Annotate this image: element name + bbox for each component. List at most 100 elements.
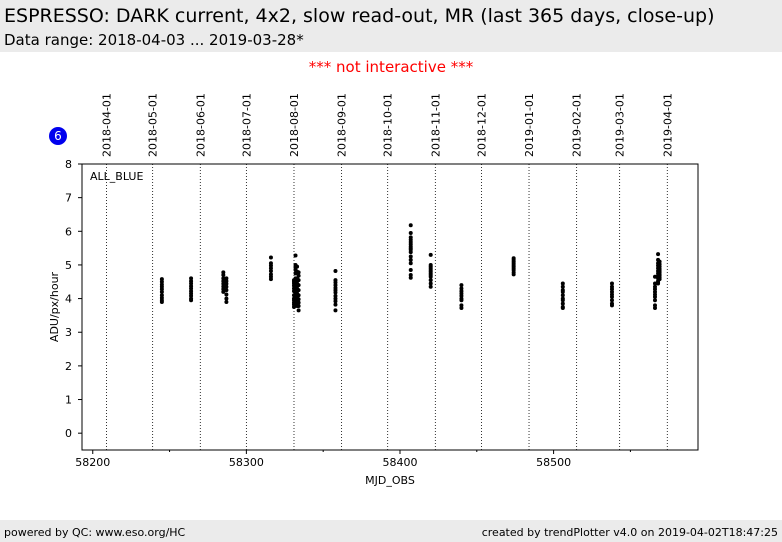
x-tick-label: 58200: [75, 456, 110, 469]
data-point: [296, 283, 301, 288]
data-point: [333, 302, 338, 307]
data-point: [224, 296, 229, 301]
data-point: [296, 293, 301, 298]
x-axis: 58200 58300 58400 58500: [75, 450, 631, 469]
y-axis-label: ADU/px/hour: [48, 271, 61, 342]
data-point: [560, 306, 565, 311]
data-point: [333, 299, 338, 304]
data-point: [224, 292, 229, 297]
date-label: 2019-04-01: [661, 93, 674, 157]
data-point: [296, 303, 301, 308]
date-label: 2018-08-01: [288, 93, 301, 157]
data-point: [657, 277, 662, 282]
data-point: [459, 306, 464, 311]
data-point: [296, 273, 301, 278]
data-point: [333, 290, 338, 295]
y-tick-label: 6: [65, 225, 72, 238]
date-label: 2018-05-01: [147, 93, 160, 157]
date-label: 2018-07-01: [240, 93, 253, 157]
x-tick-label: 58300: [229, 456, 264, 469]
data-point: [224, 299, 229, 304]
y-tick-label: 0: [65, 427, 72, 440]
data-point: [224, 284, 229, 289]
y-tick-label: 3: [65, 326, 72, 339]
data-point: [609, 298, 614, 303]
data-point: [268, 255, 273, 260]
data-point: [428, 252, 433, 257]
data-point: [333, 308, 338, 313]
data-point: [221, 289, 226, 294]
data-point: [560, 301, 565, 306]
data-point: [333, 268, 338, 273]
scatter-chart: 2018-04-01 2018-05-01 2018-06-01 2018-07-01…: [48, 93, 699, 487]
data-point: [408, 254, 413, 259]
not-interactive-notice: *** not interactive ***: [308, 58, 474, 76]
date-label: 2018-04-01: [101, 93, 114, 157]
data-point: [560, 281, 565, 286]
y-tick-label: 7: [65, 192, 72, 205]
count-badge: 6: [49, 127, 67, 145]
plot-frame: [81, 163, 699, 451]
data-point: [511, 272, 516, 277]
data-point: [428, 284, 433, 289]
data-point: [159, 299, 164, 304]
data-range-subtitle: Data range: 2018-04-03 ... 2019-03-28*: [4, 31, 304, 49]
created-by-text: created by trendPlotter v4.0 on 2019-04-…: [481, 526, 778, 539]
date-label: 2018-12-01: [475, 93, 488, 157]
channel-annotation: ALL_BLUE: [90, 170, 143, 183]
date-label: 2019-03-01: [614, 93, 627, 157]
data-points: [159, 223, 662, 313]
data-point: [560, 293, 565, 298]
powered-by-text: powered by QC: www.eso.org/HC: [4, 526, 186, 539]
data-point: [268, 268, 273, 273]
count-badge-circle: [49, 127, 67, 145]
y-tick-label: 1: [65, 394, 72, 407]
y-tick-label: 2: [65, 360, 72, 373]
data-point: [459, 283, 464, 288]
data-point: [295, 264, 300, 269]
data-point: [408, 273, 413, 278]
page-title: ESPRESSO: DARK current, 4x2, slow read-o…: [4, 5, 715, 27]
data-point: [408, 250, 413, 255]
data-point: [408, 267, 413, 272]
y-tick-label: 5: [65, 259, 72, 272]
x-tick-label: 58400: [382, 456, 417, 469]
data-point: [296, 300, 301, 305]
data-point: [560, 289, 565, 294]
data-point: [293, 253, 298, 258]
data-point: [428, 278, 433, 283]
data-point: [159, 289, 164, 294]
data-point: [296, 308, 301, 313]
date-label: 2019-01-01: [523, 93, 536, 157]
data-point: [459, 298, 464, 303]
data-point: [652, 306, 657, 311]
data-point: [268, 277, 273, 282]
date-label: 2018-09-01: [336, 93, 349, 157]
data-point: [609, 281, 614, 286]
y-tick-label: 4: [65, 293, 72, 306]
data-point: [652, 298, 657, 303]
footer-band: powered by QC: www.eso.org/HC created by…: [0, 520, 782, 542]
data-point: [296, 297, 301, 302]
month-date-labels: 2018-04-01 2018-05-01 2018-06-01 2018-07-01…: [101, 93, 675, 157]
x-tick-label: 58500: [536, 456, 571, 469]
data-point: [560, 298, 565, 303]
data-point: [652, 281, 657, 286]
data-point: [652, 274, 657, 279]
data-point: [560, 284, 565, 289]
data-point: [428, 281, 433, 286]
data-point: [224, 281, 229, 286]
month-separator-lines: [106, 164, 668, 450]
data-point: [656, 281, 661, 286]
date-label: 2018-06-01: [194, 93, 207, 157]
data-point: [296, 270, 301, 275]
data-point: [296, 288, 301, 293]
data-point: [609, 294, 614, 299]
data-point: [189, 298, 194, 303]
data-point: [408, 257, 413, 262]
data-point: [609, 303, 614, 308]
data-point: [221, 273, 226, 278]
header-band: ESPRESSO: DARK current, 4x2, slow read-o…: [0, 0, 782, 52]
data-point: [656, 252, 661, 257]
y-tick-label: 8: [65, 158, 72, 171]
